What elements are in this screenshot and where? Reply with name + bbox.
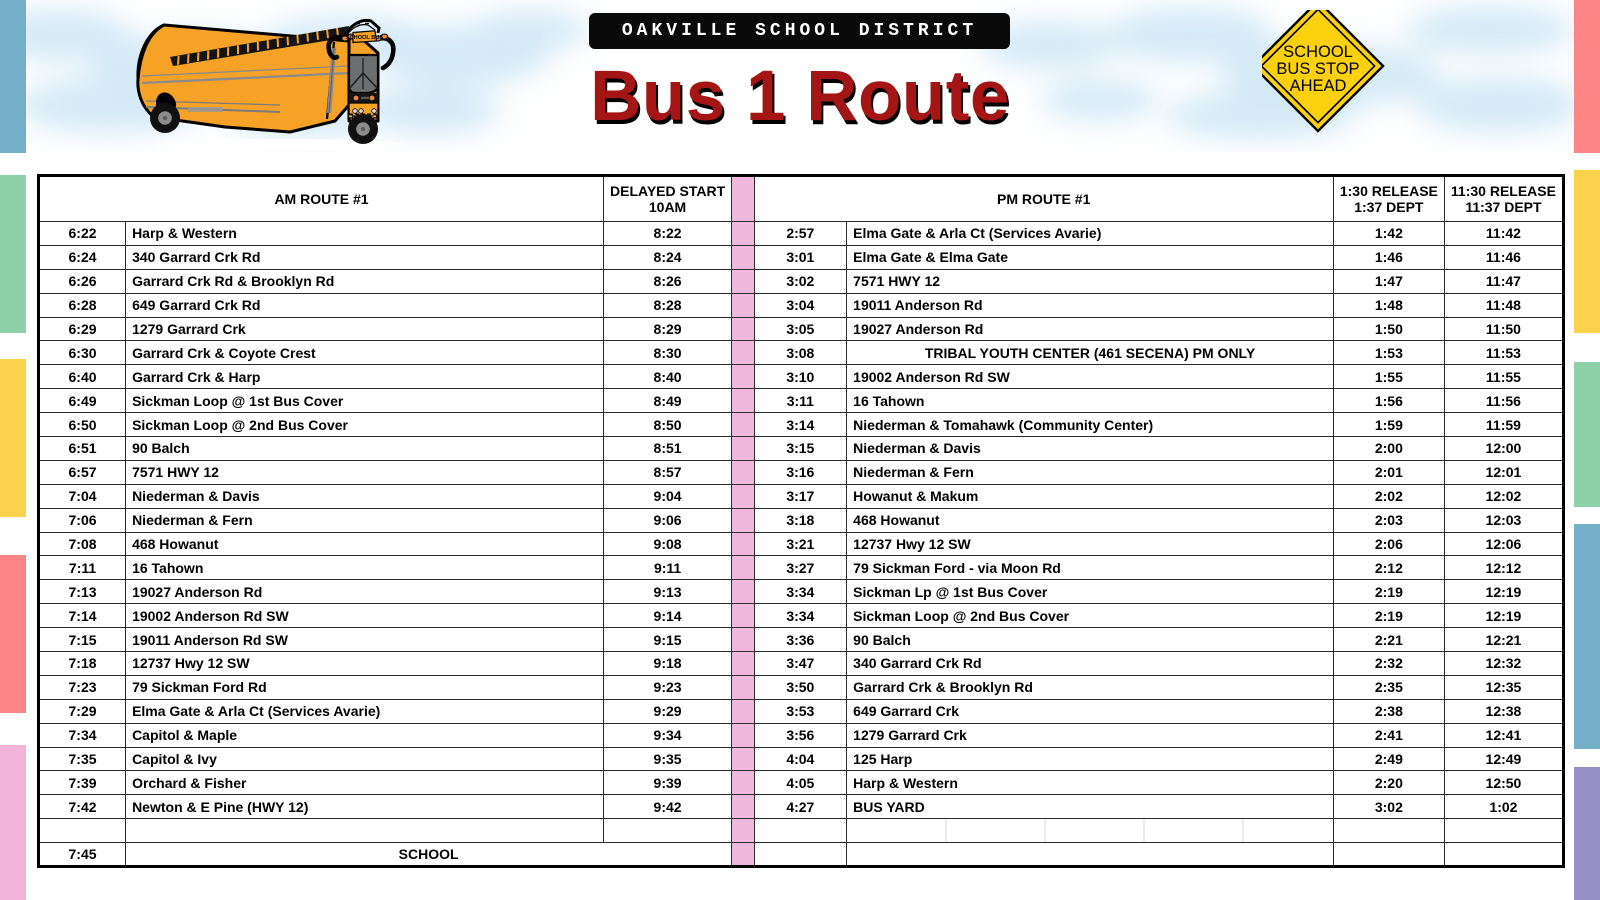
- svg-text:SCHOOL BUS: SCHOOL BUS: [346, 35, 383, 41]
- svg-text:AHEAD: AHEAD: [1290, 77, 1347, 95]
- svg-text:SCHOOL: SCHOOL: [1283, 43, 1353, 61]
- svg-text:BUS STOP: BUS STOP: [1276, 60, 1359, 78]
